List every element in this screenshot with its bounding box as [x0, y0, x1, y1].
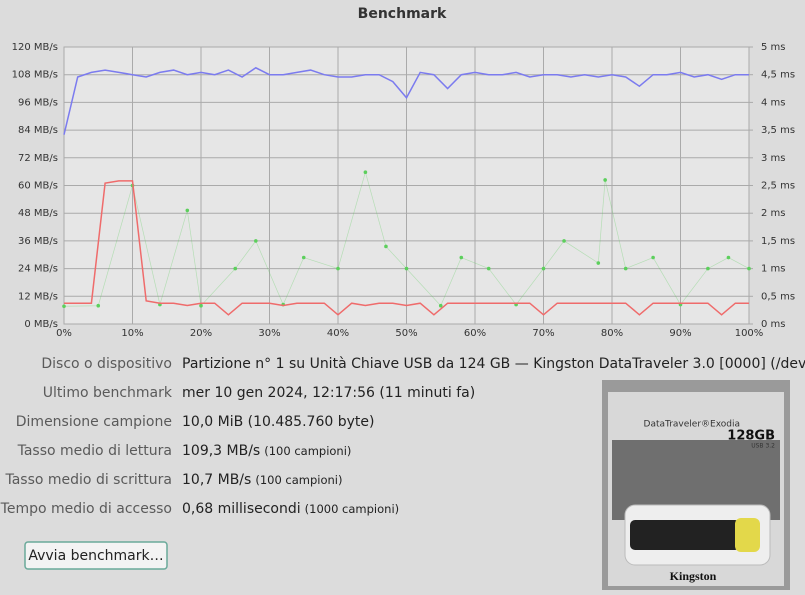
y2-tick-label: 0,5 ms — [761, 291, 795, 302]
photo-capacity: 128GB — [727, 429, 775, 444]
photo-brand: Kingston — [670, 569, 717, 583]
detail-note: (100 campioni) — [264, 444, 351, 458]
access-time-point — [301, 255, 306, 260]
access-time-point — [233, 266, 238, 271]
access-time-point — [185, 208, 190, 213]
y-tick-label: 120 MB/s — [12, 42, 58, 53]
photo-model: DataTraveler®Exodia — [644, 420, 740, 430]
y2-tick-label: 0 ms — [761, 319, 786, 330]
access-time-point — [438, 303, 443, 308]
y-tick-label: 108 MB/s — [12, 70, 58, 81]
y2-tick-label: 4,5 ms — [761, 70, 795, 81]
detail-value: mer 10 gen 2024, 12:17:56 (11 minuti fa) — [182, 385, 475, 401]
x-tick-label: 0% — [56, 328, 72, 339]
y-tick-label: 84 MB/s — [18, 125, 58, 136]
x-tick-label: 100% — [735, 328, 764, 339]
y-tick-label: 0 MB/s — [24, 319, 58, 330]
details: Disco o dispositivo Partizione n° 1 su Un… — [0, 356, 805, 517]
detail-label: Disco o dispositivo — [41, 356, 172, 372]
y-tick-label: 96 MB/s — [18, 97, 58, 108]
access-time-point — [651, 255, 655, 260]
detail-value-line: 0,68 millisecondi (1000 campioni) — [182, 501, 399, 517]
access-time-point — [254, 239, 258, 243]
detail-label: Dimensione campione — [16, 414, 172, 430]
detail-label: Tempo medio di accesso — [0, 501, 172, 517]
access-time-point — [623, 266, 628, 271]
x-tick-label: 10% — [121, 328, 143, 339]
access-time-point — [562, 239, 566, 243]
access-time-trace — [63, 170, 750, 307]
detail-value-line: Partizione n° 1 su Unità Chiave USB da 1… — [182, 356, 805, 372]
access-time-point — [62, 304, 66, 309]
photo-interface: USB 3.2 — [751, 443, 775, 450]
y2-tick-label: 2 ms — [761, 208, 786, 219]
detail-note: (1000 campioni) — [305, 502, 399, 516]
x-tick-label: 50% — [395, 328, 417, 339]
x-tick-label: 90% — [669, 328, 691, 339]
access-time-point — [541, 266, 546, 271]
access-time-point — [384, 244, 388, 249]
usb-stick — [630, 520, 740, 550]
detail-value-line: mer 10 gen 2024, 12:17:56 (11 minuti fa) — [182, 385, 475, 401]
access-time-point — [199, 303, 203, 308]
product-photo: DataTraveler®Exodia 128GB USB 3.2 Kingst… — [602, 380, 790, 590]
detail-value-line: 10,0 MiB (10.485.760 byte) — [182, 414, 374, 430]
y2-tick-label: 3 ms — [761, 153, 786, 164]
detail-value-line: 10,7 MB/s (100 campioni) — [182, 472, 343, 488]
y2-tick-label: 5 ms — [761, 42, 786, 53]
access-time-point — [603, 178, 607, 182]
detail-value: 0,68 millisecondi — [182, 501, 301, 517]
window-title: Benchmark — [358, 6, 447, 22]
access-time-point — [336, 266, 340, 271]
x-tick-label: 80% — [601, 328, 623, 339]
y2-tick-label: 4 ms — [761, 97, 786, 108]
button-frame[interactable] — [24, 541, 168, 570]
detail-value-line: 109,3 MB/s (100 campioni) — [182, 443, 351, 459]
detail-label: Ultimo benchmark — [43, 385, 173, 401]
y2-tick-label: 1 ms — [761, 264, 786, 275]
detail-label: Tasso medio di lettura — [17, 443, 172, 459]
access-time-point — [404, 266, 409, 271]
y-tick-label: 12 MB/s — [18, 291, 58, 302]
button-label[interactable]: Avvia benchmark… — [28, 548, 163, 564]
detail-label: Tasso medio di scrittura — [4, 472, 172, 488]
x-tick-label: 30% — [258, 328, 280, 339]
rate-line — [64, 180, 749, 316]
detail-value: 10,7 MB/s — [182, 472, 251, 488]
access-time-point — [96, 303, 101, 308]
detail-value: 10,0 MiB (10.485.760 byte) — [182, 414, 374, 430]
x-tick-label: 40% — [327, 328, 349, 339]
access-time-point — [747, 266, 751, 271]
detail-value: 109,3 MB/s — [182, 443, 260, 459]
x-tick-label: 20% — [190, 328, 212, 339]
rate-line — [63, 66, 749, 135]
detail-note: (100 campioni) — [255, 473, 342, 487]
start-button[interactable]: Avvia benchmark… — [24, 541, 168, 570]
usb-ring — [735, 518, 760, 552]
y-tick-label: 60 MB/s — [18, 181, 58, 192]
access-time-point — [706, 266, 710, 271]
y2-tick-label: 1,5 ms — [761, 236, 795, 247]
x-tick-label: 60% — [464, 328, 486, 339]
x-tick-label: 70% — [532, 328, 554, 339]
access-time-point — [726, 255, 731, 260]
y2-tick-label: 2,5 ms — [761, 181, 795, 192]
y-tick-label: 72 MB/s — [18, 153, 58, 164]
detail-value: Partizione n° 1 su Unità Chiave USB da 1… — [182, 356, 805, 372]
access-time-point — [459, 255, 464, 260]
access-time-point — [596, 261, 601, 265]
access-time-point — [363, 170, 368, 175]
access-time-point — [486, 266, 491, 271]
y-tick-label: 24 MB/s — [18, 264, 58, 275]
y2-tick-label: 3,5 ms — [761, 125, 795, 136]
y-tick-label: 36 MB/s — [18, 236, 58, 247]
y-tick-label: 48 MB/s — [18, 208, 58, 219]
chart: 0% 10% 20% 30% 40% 50% 60% 70% 80% 90% 100% 0 MB/s 1… — [12, 42, 795, 339]
